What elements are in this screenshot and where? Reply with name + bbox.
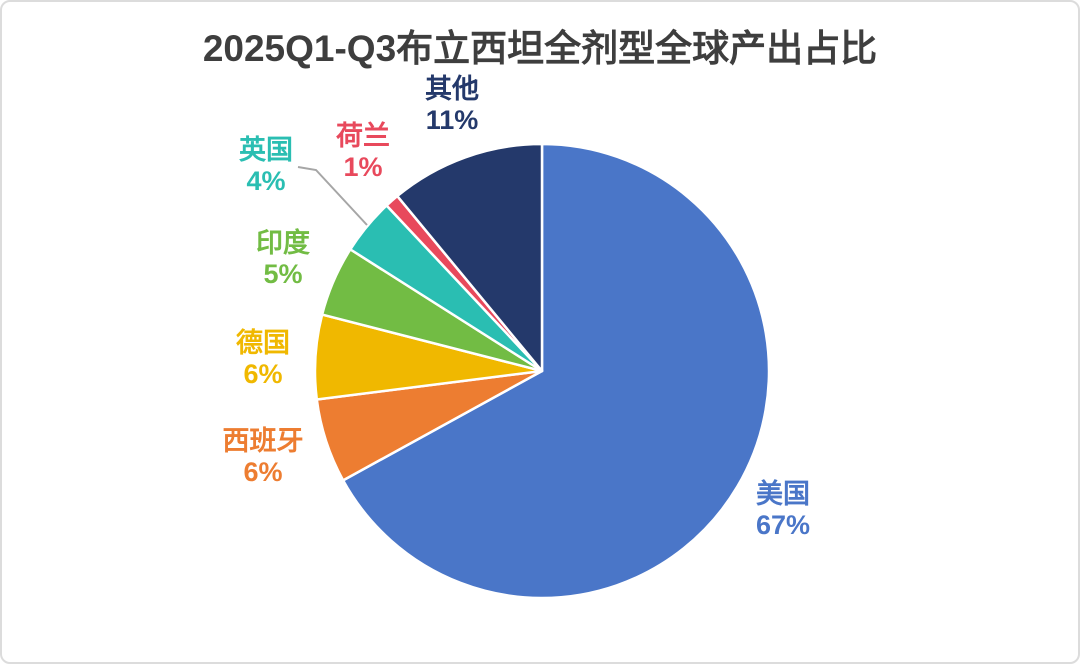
- leader-line: [297, 166, 368, 226]
- slice-label-value: 6%: [243, 457, 283, 487]
- slice-label-value: 67%: [755, 510, 811, 540]
- slice-label-name: 西班牙: [222, 426, 304, 456]
- pie-slice-other: [396, 142, 544, 373]
- slice-label-name: 英国: [239, 135, 293, 165]
- chart-title: 2025Q1-Q3布立西坦全剂型全球产出占比: [202, 28, 878, 69]
- slice-label-name: 荷兰: [336, 121, 390, 151]
- slice-label-name: 印度: [256, 228, 310, 258]
- slice-label-value: 1%: [343, 152, 383, 182]
- slice-label-uk: 英国 4%: [239, 135, 293, 197]
- slice-label-value: 6%: [243, 359, 283, 389]
- slice-label-other: 其他 11%: [425, 74, 479, 136]
- slice-label-germany: 德国 6%: [236, 328, 290, 390]
- slice-label-name: 美国: [755, 479, 810, 509]
- slice-label-name: 其他: [425, 74, 479, 104]
- slice-label-netherlands: 荷兰 1%: [336, 121, 390, 183]
- slice-label-value: 5%: [263, 259, 303, 289]
- pie-slice-usa: [341, 142, 771, 600]
- slice-label-value: 11%: [425, 105, 479, 135]
- slice-label-value: 4%: [246, 166, 286, 196]
- slice-label-name: 德国: [236, 328, 290, 358]
- slice-label-spain: 西班牙 6%: [223, 426, 304, 488]
- slice-label-usa: 美国 67%: [756, 479, 810, 541]
- slice-label-india: 印度 5%: [256, 228, 310, 290]
